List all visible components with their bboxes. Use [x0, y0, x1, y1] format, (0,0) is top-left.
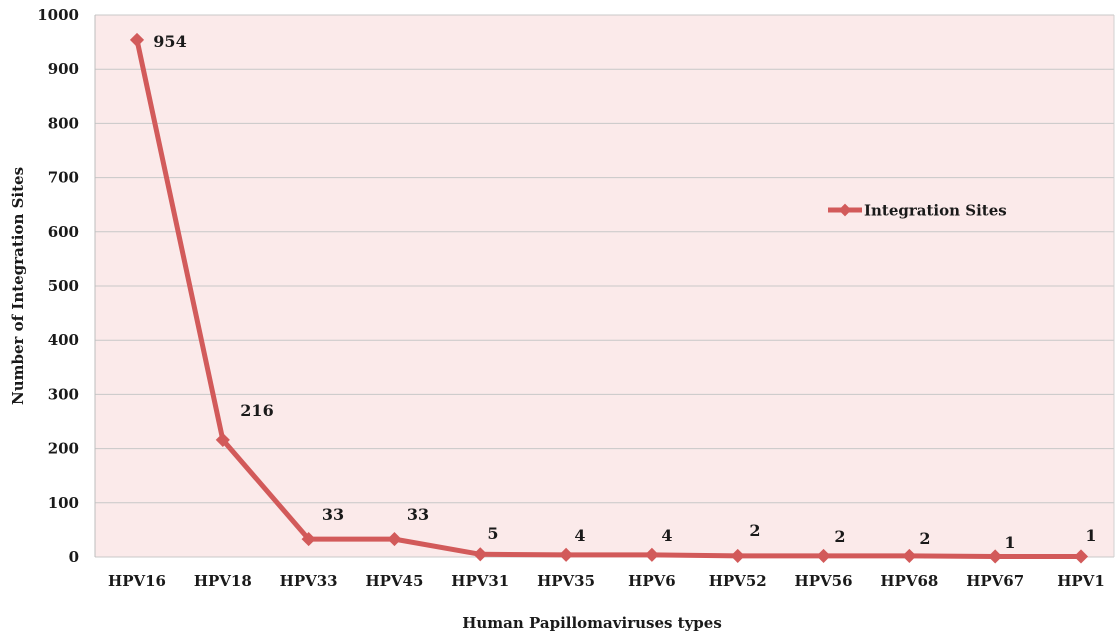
- data-label: 4: [661, 526, 672, 545]
- legend-label: Integration Sites: [864, 202, 1007, 220]
- y-tick-label: 200: [48, 440, 79, 458]
- data-label: 33: [322, 505, 344, 524]
- data-point: [988, 549, 1003, 564]
- x-tick-label: HPV31: [451, 572, 509, 590]
- y-axis-ticks: 0 100 200 300 400 500 600 700 800 900 1000: [37, 6, 79, 566]
- x-tick-label: HPV16: [108, 572, 166, 590]
- x-tick-label: HPV18: [194, 572, 252, 590]
- y-tick-label: 100: [48, 494, 79, 512]
- y-tick-label: 500: [48, 277, 79, 295]
- x-tick-label: HPV68: [880, 572, 938, 590]
- data-point: [1073, 549, 1089, 564]
- data-point: [215, 432, 230, 447]
- gridlines: [94, 14, 1115, 558]
- x-tick-label: HPV33: [280, 572, 338, 590]
- data-label: 5: [487, 524, 498, 543]
- data-label: 1: [1004, 533, 1015, 552]
- data-label: 954: [153, 32, 186, 51]
- y-tick-label: 0: [69, 548, 79, 566]
- x-tick-label: HPV56: [795, 572, 853, 590]
- data-label: 33: [407, 505, 429, 524]
- data-label: 4: [574, 526, 585, 545]
- data-point: [301, 532, 316, 547]
- data-point: [387, 532, 402, 547]
- y-tick-label: 700: [48, 169, 79, 187]
- data-label: 2: [749, 521, 760, 540]
- x-axis-ticks: HPV16 HPV18 HPV33 HPV45 HPV31 HPV35 HPV6 HPV52 H…: [108, 572, 1105, 590]
- y-tick-label: 800: [48, 114, 79, 132]
- data-labels: 954 216 33 33 5 4 4 2 2 2 1 1: [153, 32, 1096, 552]
- y-axis-title: Number of Integration Sites: [9, 167, 27, 405]
- series-lines: [134, 37, 1084, 559]
- x-tick-label: HPV52: [709, 572, 767, 590]
- data-points: [129, 32, 1089, 564]
- data-point: [902, 548, 917, 563]
- data-point: [473, 547, 488, 562]
- x-axis-title: Human Papillomaviruses types: [462, 614, 722, 632]
- x-tick-label: HPV45: [365, 572, 423, 590]
- y-tick-label: 400: [48, 331, 79, 349]
- data-label: 2: [834, 527, 845, 546]
- data-label: 216: [240, 401, 273, 420]
- x-tick-label: HPV6: [628, 572, 676, 590]
- y-tick-label: 300: [48, 385, 79, 403]
- data-point: [730, 548, 745, 563]
- data-point: [644, 547, 659, 562]
- y-tick-label: 1000: [37, 6, 79, 24]
- data-label: 2: [919, 529, 930, 548]
- data-point: [559, 547, 574, 562]
- series-line: [134, 37, 1084, 559]
- x-tick-label: HPV35: [537, 572, 595, 590]
- x-tick-label: HPV1: [1057, 572, 1105, 590]
- legend: Integration Sites: [828, 202, 1007, 220]
- data-point: [816, 548, 831, 563]
- data-label: 1: [1085, 526, 1096, 545]
- y-tick-label: 900: [48, 60, 79, 78]
- x-tick-label: HPV67: [966, 572, 1024, 590]
- y-tick-label: 600: [48, 223, 79, 241]
